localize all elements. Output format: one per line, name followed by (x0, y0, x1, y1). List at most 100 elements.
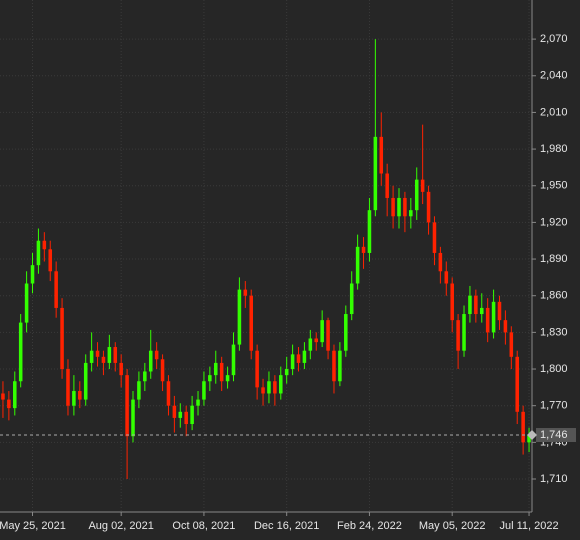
candle-body (491, 301, 496, 333)
candle-body (196, 399, 200, 406)
candle-body (409, 210, 413, 217)
y-tick-label: 1,980 (540, 143, 568, 155)
candle-body (208, 375, 212, 382)
candle-body (137, 381, 141, 400)
candle-body (503, 320, 508, 333)
candle-body (284, 369, 289, 376)
candle-body (521, 411, 525, 443)
candle-body (426, 191, 431, 223)
candle-body (361, 246, 366, 253)
candle-body (438, 252, 443, 272)
candle-body (213, 362, 218, 376)
y-tick-label: 1,950 (540, 180, 568, 192)
candle-body (113, 347, 118, 363)
candle-body (485, 307, 490, 333)
candle-body (231, 344, 236, 376)
candle-body (160, 359, 165, 382)
candle-body (290, 354, 295, 370)
candle-body (166, 381, 171, 406)
candle-body (527, 435, 531, 443)
candle-body (219, 362, 224, 382)
candle-body (172, 405, 177, 418)
candle-body (125, 375, 129, 437)
y-tick-label: 1,830 (540, 326, 568, 338)
candle-body (320, 320, 324, 343)
candle-body (379, 136, 384, 174)
candle-body (42, 240, 47, 250)
candle-body (243, 289, 248, 296)
candle-body (24, 283, 29, 323)
candle-body (420, 179, 425, 192)
candle-body (450, 283, 454, 321)
candle-body (154, 350, 159, 360)
candle-body (344, 314, 348, 351)
x-tick-label: May 05, 2022 (419, 520, 486, 532)
candle-body (474, 295, 478, 315)
candle-body (7, 399, 11, 409)
candle-body (462, 314, 466, 351)
last-price-box (536, 428, 576, 443)
candle-body (314, 338, 319, 343)
candle-body (190, 405, 194, 425)
candle-body (479, 307, 484, 315)
candle-body (54, 271, 58, 308)
y-tick-label: 1,860 (540, 290, 568, 302)
candle-body (296, 354, 301, 363)
candle-body (515, 356, 519, 412)
candle-body (385, 173, 389, 198)
candle-body (249, 295, 253, 351)
candle-body (338, 350, 342, 382)
candle-body (101, 356, 106, 363)
last-price-label: 1,746 (540, 429, 568, 441)
candle-body (267, 381, 271, 394)
y-tick-label: 1,800 (540, 363, 568, 375)
candle-body (225, 375, 230, 382)
x-tick-label: Feb 24, 2022 (337, 520, 402, 532)
last-price-marker (527, 430, 537, 441)
candle-body (202, 381, 206, 400)
candle-body (72, 391, 76, 406)
candle-body (367, 210, 372, 253)
y-tick-label: 2,010 (540, 106, 568, 118)
x-tick-label: Aug 02, 2021 (88, 520, 153, 532)
candle-body (414, 179, 419, 211)
candle-body (184, 411, 188, 425)
candle-body (60, 307, 64, 370)
candle-body (78, 391, 82, 400)
candle-body (143, 371, 147, 382)
candle-body (403, 197, 407, 217)
candle-body (302, 350, 307, 363)
x-tick-label: Jul 11, 2022 (499, 520, 558, 532)
candle-body (373, 136, 378, 211)
candle-body (308, 338, 313, 351)
candle-body (444, 271, 449, 284)
candle-body (237, 289, 242, 345)
candle-body (95, 350, 100, 357)
y-tick-label: 1,890 (540, 253, 568, 265)
candle-body (148, 350, 153, 372)
candle-body (497, 301, 502, 321)
candle-body (119, 362, 123, 376)
y-tick-label: 2,070 (540, 33, 568, 45)
x-tick-label: Dec 16, 2021 (254, 520, 319, 532)
x-tick-label: May 25, 2021 (0, 520, 66, 532)
candle-body (66, 369, 70, 406)
candle-body (273, 381, 277, 394)
candle-body (18, 322, 23, 382)
y-tick-label: 1,710 (540, 473, 568, 485)
candle-body (326, 320, 330, 351)
candle-body (468, 295, 472, 315)
candle-body (332, 350, 336, 382)
candle-body (131, 399, 135, 437)
candle-body (432, 222, 437, 253)
candle-body (83, 362, 88, 400)
candle-body (36, 240, 41, 266)
y-tick-label: 1,770 (540, 400, 568, 412)
candle-body (261, 387, 265, 394)
y-tick-label: 2,040 (540, 70, 568, 82)
candle-body (255, 350, 259, 388)
y-tick-label: 1,920 (540, 216, 568, 228)
candle-body (456, 320, 460, 351)
